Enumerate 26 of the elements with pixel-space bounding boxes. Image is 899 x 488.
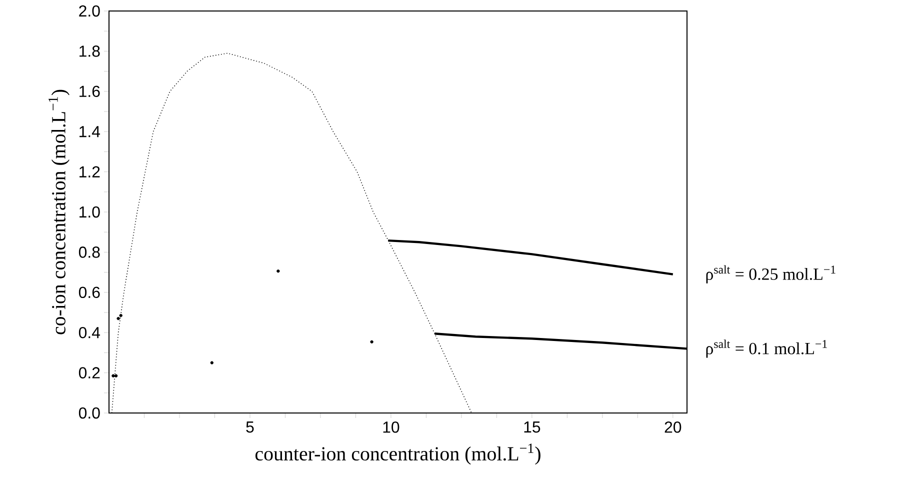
x-tick-label: 5 — [246, 422, 254, 433]
point — [370, 340, 374, 344]
point — [119, 314, 122, 318]
y-tick-label: 1.8 — [80, 46, 100, 57]
y-tick-label: 0.6 — [78, 286, 100, 298]
x-tick-label: 15 — [524, 422, 540, 433]
point — [114, 374, 118, 378]
y-axis-title: co-ion concentration (mol.L$^{−1}$) — [48, 90, 70, 334]
x-axis-title: counter-ion concentration (mol.L$^{−1}$) — [255, 444, 540, 465]
y-tick-label: 0.4 — [78, 326, 100, 338]
point — [210, 361, 214, 364]
y-tick-label: 1.2 — [80, 166, 100, 178]
series-label: ρ$^{salt}$ = 0.1 mol.L$^{−1}$ — [706, 340, 827, 358]
point — [276, 269, 280, 273]
point — [112, 374, 115, 378]
point — [116, 316, 120, 320]
series-label: ρ$^{salt}$ = 0.25 mol.L$^{−1}$ — [706, 265, 836, 284]
y-tick-label: 2.0 — [79, 5, 100, 17]
x-tick-label: 20 — [664, 422, 682, 433]
y-tick-label: 1.6 — [80, 86, 100, 98]
y-tick-label: 0.2 — [78, 367, 100, 378]
y-tick-label: 0.8 — [78, 246, 100, 258]
y-tick-label: 0.0 — [78, 407, 100, 419]
y-tick-label: 1.0 — [80, 206, 100, 218]
x-tick-label: 10 — [383, 422, 400, 433]
y-tick-label: 1.4 — [80, 126, 100, 138]
